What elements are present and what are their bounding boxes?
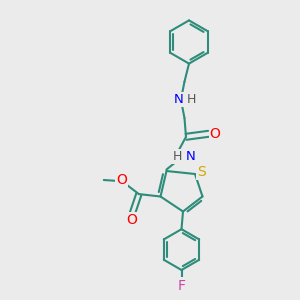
Text: O: O — [210, 127, 220, 141]
Text: O: O — [126, 213, 137, 227]
Text: H: H — [173, 150, 183, 163]
Text: O: O — [116, 173, 127, 187]
Text: S: S — [197, 165, 206, 178]
Text: H: H — [187, 93, 196, 106]
Text: N: N — [186, 150, 196, 163]
Text: F: F — [178, 279, 185, 292]
Text: N: N — [174, 93, 183, 106]
